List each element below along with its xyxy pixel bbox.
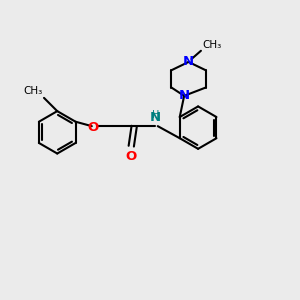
Text: H: H bbox=[152, 110, 159, 120]
Text: O: O bbox=[126, 150, 137, 163]
Text: CH₃: CH₃ bbox=[23, 86, 43, 96]
Text: N: N bbox=[150, 111, 161, 124]
Text: O: O bbox=[87, 121, 98, 134]
Text: CH₃: CH₃ bbox=[202, 40, 222, 50]
Text: N: N bbox=[178, 89, 190, 102]
Text: N: N bbox=[183, 56, 194, 68]
